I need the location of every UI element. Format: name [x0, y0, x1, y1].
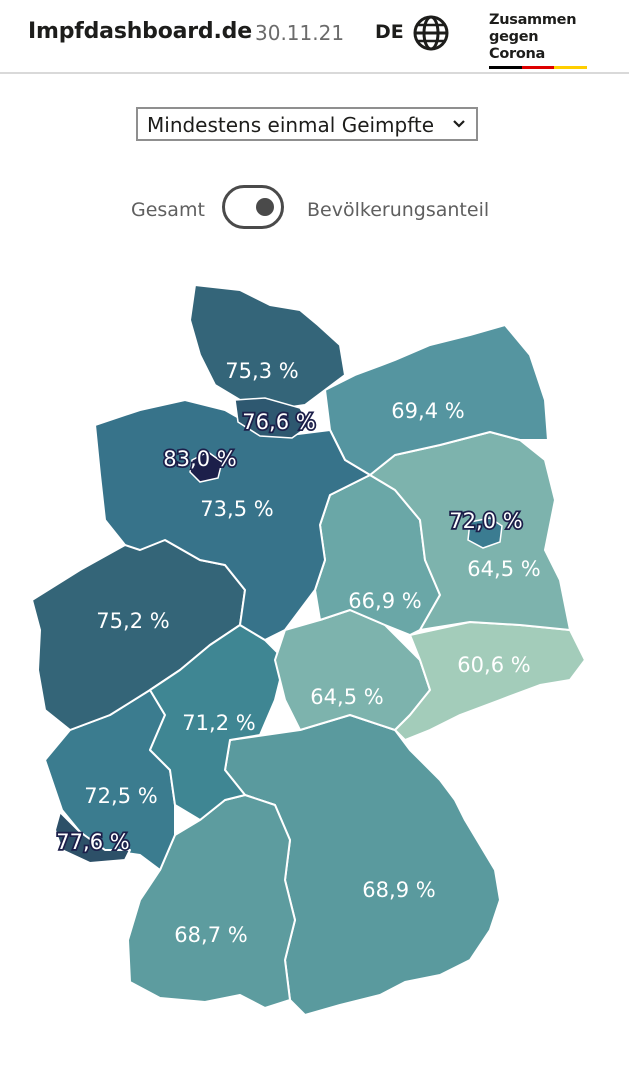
label-baden-wuerttemberg: 68,7 % — [174, 923, 247, 947]
label-hessen: 71,2 % — [182, 711, 255, 735]
globe-icon[interactable] — [412, 14, 450, 52]
display-toggle-row: Gesamt Bevölkerungsanteil — [0, 185, 629, 235]
site-title[interactable]: Impfdashboard.de — [28, 19, 252, 44]
label-niedersachsen: 73,5 % — [200, 497, 273, 521]
data-date: 30.11.21 — [255, 21, 345, 45]
label-schleswig-holstein: 75,3 % — [225, 359, 298, 383]
brand-logo[interactable]: Zusammen gegen Corona — [489, 12, 589, 69]
top-header: Impfdashboard.de 30.11.21 DE Zusammen ge… — [0, 0, 629, 74]
label-sachsen-anhalt: 66,9 % — [348, 589, 421, 613]
region-bremen[interactable] — [189, 451, 223, 483]
toggle-label-share[interactable]: Bevölkerungsanteil — [307, 199, 490, 221]
region-saarland[interactable] — [54, 811, 131, 864]
region-schleswig-holstein[interactable] — [189, 284, 346, 411]
label-brandenburg: 64,5 % — [467, 557, 540, 581]
label-bremen: 83,0 % — [163, 447, 236, 471]
label-nordrhein-westfalen: 75,2 % — [96, 609, 169, 633]
metric-select[interactable]: Mindestens einmal Geimpfte — [136, 107, 478, 141]
toggle-label-total[interactable]: Gesamt — [131, 199, 205, 221]
flag-gold — [554, 66, 588, 69]
brand-line-1: Zusammen — [489, 12, 577, 28]
label-sachsen: 60,6 % — [457, 653, 530, 677]
region-hamburg[interactable] — [234, 397, 311, 439]
flag-black — [489, 66, 522, 69]
label-saarland: 77,6 % — [56, 830, 129, 854]
chevron-down-icon — [453, 120, 465, 128]
label-bayern: 68,9 % — [362, 878, 435, 902]
label-mecklenburg-vorpommern: 69,4 % — [391, 399, 464, 423]
germany-map: 75,3 % 76,6 % 69,4 % 83,0 % 73,5 % 72,0 … — [31, 284, 586, 1016]
language-label[interactable]: DE — [375, 21, 404, 43]
label-hamburg: 76,6 % — [242, 410, 315, 434]
flag-red — [521, 66, 555, 69]
label-berlin: 72,0 % — [449, 509, 522, 533]
brand-line-2: gegen Corona — [489, 29, 546, 62]
metric-select-value: Mindestens einmal Geimpfte — [147, 113, 435, 137]
display-toggle-switch[interactable] — [222, 185, 284, 229]
label-thueringen: 64,5 % — [310, 685, 383, 709]
flag-stripe — [489, 66, 588, 69]
region-berlin[interactable] — [467, 517, 503, 549]
toggle-knob — [256, 198, 274, 216]
label-rheinland-pfalz: 72,5 % — [84, 784, 157, 808]
